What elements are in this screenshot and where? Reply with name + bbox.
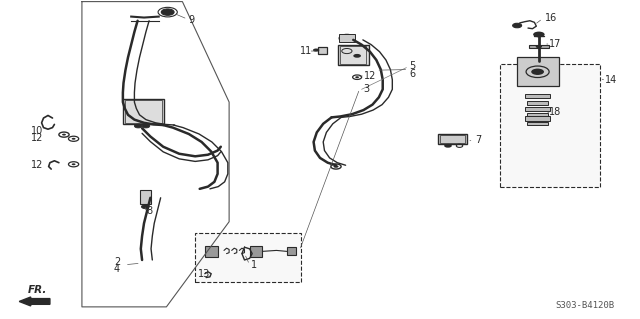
Text: 13: 13: [198, 269, 210, 279]
Circle shape: [72, 138, 76, 140]
Bar: [205, 246, 218, 257]
Bar: [123, 99, 164, 124]
Text: 12: 12: [31, 133, 43, 143]
Circle shape: [344, 37, 350, 40]
FancyArrow shape: [19, 297, 50, 306]
Bar: [438, 134, 467, 144]
Text: 12: 12: [31, 160, 43, 170]
Text: 1: 1: [251, 260, 257, 271]
Circle shape: [141, 205, 149, 209]
Bar: [339, 34, 355, 42]
Circle shape: [353, 54, 361, 58]
Circle shape: [533, 32, 545, 37]
Circle shape: [134, 124, 142, 128]
Bar: [440, 135, 465, 143]
Bar: [525, 107, 550, 111]
Bar: [318, 47, 327, 54]
Bar: [527, 122, 548, 125]
Text: 11: 11: [300, 46, 312, 56]
Circle shape: [444, 144, 452, 148]
Circle shape: [161, 9, 174, 15]
Text: 5: 5: [410, 61, 416, 71]
Text: 18: 18: [549, 107, 561, 117]
Text: 9: 9: [189, 15, 195, 25]
Text: 14: 14: [605, 75, 617, 85]
Bar: [195, 233, 301, 282]
Bar: [340, 46, 366, 64]
Text: 2: 2: [114, 257, 120, 267]
Text: 12: 12: [364, 71, 376, 81]
Circle shape: [536, 45, 542, 48]
Text: 8: 8: [146, 205, 152, 216]
Bar: [287, 247, 296, 255]
Text: 17: 17: [549, 39, 561, 49]
Circle shape: [513, 23, 522, 28]
Circle shape: [72, 163, 76, 165]
Text: FR.: FR.: [28, 285, 47, 295]
Bar: [242, 246, 255, 257]
Bar: [517, 57, 559, 86]
Circle shape: [313, 48, 319, 52]
Text: 4: 4: [114, 263, 120, 274]
Circle shape: [531, 69, 544, 75]
Bar: [338, 45, 369, 65]
Bar: [525, 94, 550, 98]
Bar: [527, 101, 548, 105]
Text: 6: 6: [410, 69, 416, 79]
Bar: [500, 64, 600, 187]
Bar: [529, 45, 549, 48]
Text: 7: 7: [475, 135, 481, 145]
Bar: [525, 116, 550, 121]
Bar: [125, 100, 162, 123]
Text: 10: 10: [31, 126, 43, 136]
Circle shape: [333, 165, 339, 168]
Circle shape: [142, 124, 150, 128]
Text: 3: 3: [364, 84, 370, 94]
Text: S303-B4120B: S303-B4120B: [556, 301, 614, 310]
Bar: [527, 113, 548, 116]
Circle shape: [62, 134, 66, 136]
Text: 16: 16: [545, 12, 557, 23]
Circle shape: [355, 76, 359, 78]
Bar: [250, 246, 262, 257]
Bar: [140, 190, 151, 204]
